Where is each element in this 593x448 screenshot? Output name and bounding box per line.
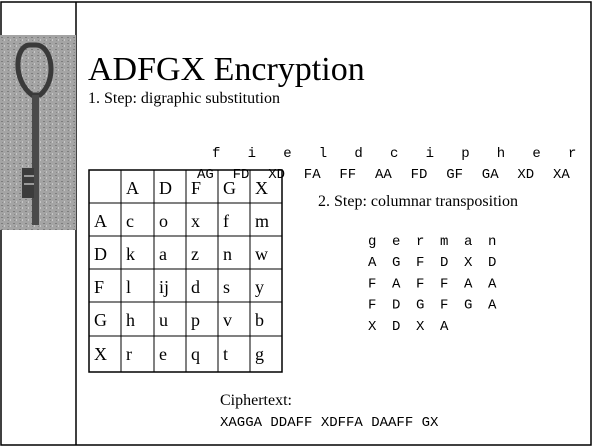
table-cell: b [255, 310, 264, 330]
digraph: AA [375, 167, 392, 183]
transposition-letter: X [416, 319, 425, 335]
digraph: GF [446, 167, 463, 183]
table-cell: y [255, 277, 264, 297]
transposition-letter: A [368, 255, 377, 271]
transposition-letter: D [392, 319, 400, 335]
plaintext-letter: h [497, 146, 505, 162]
table-cell: r [126, 344, 132, 364]
digraph: FA [304, 167, 321, 183]
plaintext-letter: e [532, 146, 540, 162]
plaintext-letter: p [461, 146, 469, 162]
transposition-letter: A [464, 276, 473, 292]
transposition-letter: F [368, 276, 376, 292]
transposition-letter: F [440, 276, 448, 292]
transposition-letter: A [488, 276, 497, 292]
table-cell: g [255, 344, 264, 364]
table-cell: k [126, 244, 135, 264]
digraph: XD [268, 167, 285, 183]
table-cell: a [159, 244, 167, 264]
keyword-letter: g [368, 234, 376, 250]
transposition-letter: F [416, 255, 424, 271]
table-cell: F [94, 277, 104, 297]
table-header: A [126, 178, 139, 198]
step-label: 2. Step: columnar transposition [318, 193, 518, 210]
digraph: GA [482, 167, 499, 183]
table-cell: q [191, 344, 200, 364]
transposition-letter: F [368, 298, 376, 314]
transposition-letter: A [488, 298, 497, 314]
transposition-letter: X [464, 255, 473, 271]
transposition-letter: G [464, 298, 472, 314]
plaintext-letter: l [319, 146, 327, 162]
transposition-letter: A [392, 276, 401, 292]
transposition-letter: D [440, 255, 448, 271]
ciphertext: XAGGA DDAFF XDFFA DAAFF GX [220, 415, 439, 431]
table-cell: z [191, 244, 199, 264]
keyword-letter: n [488, 234, 496, 250]
plaintext-letter: i [426, 146, 434, 162]
table-header: X [255, 178, 268, 198]
plaintext-letter: r [568, 146, 576, 162]
table-cell: l [126, 277, 131, 297]
transposition-letter: X [368, 319, 377, 335]
transposition-letter: G [416, 298, 424, 314]
transposition-letter: D [488, 255, 496, 271]
table-cell: G [94, 310, 107, 330]
table-cell: d [191, 277, 200, 297]
table-cell: ij [159, 277, 169, 297]
plaintext-letter: f [212, 146, 220, 162]
digraph: FD [411, 167, 428, 183]
table-cell: c [126, 211, 134, 231]
keyword-letter: e [392, 234, 400, 250]
title: ADFGX Encryption [88, 51, 365, 88]
table-header: D [159, 178, 172, 198]
transposition-letter: F [440, 298, 448, 314]
keyword-letter: r [416, 234, 424, 250]
table-cell: o [159, 211, 168, 231]
table-cell: t [223, 344, 228, 364]
table-cell: v [223, 310, 232, 330]
table-cell: e [159, 344, 167, 364]
step-label: 1. Step: digraphic substitution [88, 90, 280, 107]
transposition-letter: D [392, 298, 400, 314]
digraph: XA [553, 167, 570, 183]
plaintext-letter: e [283, 146, 291, 162]
table-cell: x [191, 211, 200, 231]
digraph: AG [197, 167, 214, 183]
keyword-letter: m [440, 234, 448, 250]
table-cell: m [255, 211, 269, 231]
digraph: FD [233, 167, 250, 183]
table-cell: n [223, 244, 232, 264]
table-cell: A [94, 211, 107, 231]
plaintext-letter: i [248, 146, 256, 162]
transposition-letter: F [416, 276, 424, 292]
digraph: XD [517, 167, 534, 183]
digraph: FF [339, 167, 356, 183]
table-cell: s [223, 277, 230, 297]
table-cell: p [191, 310, 200, 330]
table-cell: u [159, 310, 168, 330]
table-cell: f [223, 211, 229, 231]
table-header: G [223, 178, 236, 198]
plaintext-letter: d [354, 146, 362, 162]
key-image [0, 35, 76, 230]
keyword-letter: a [464, 234, 472, 250]
table-cell: h [126, 310, 135, 330]
plaintext-letter: c [390, 146, 398, 162]
table-cell: X [94, 344, 107, 364]
ciphertext-label: Ciphertext: [220, 392, 292, 409]
table-cell: w [255, 244, 268, 264]
transposition-letter: G [392, 255, 400, 271]
transposition-letter: A [440, 319, 449, 335]
table-header: F [191, 178, 201, 198]
table-cell: D [94, 244, 107, 264]
